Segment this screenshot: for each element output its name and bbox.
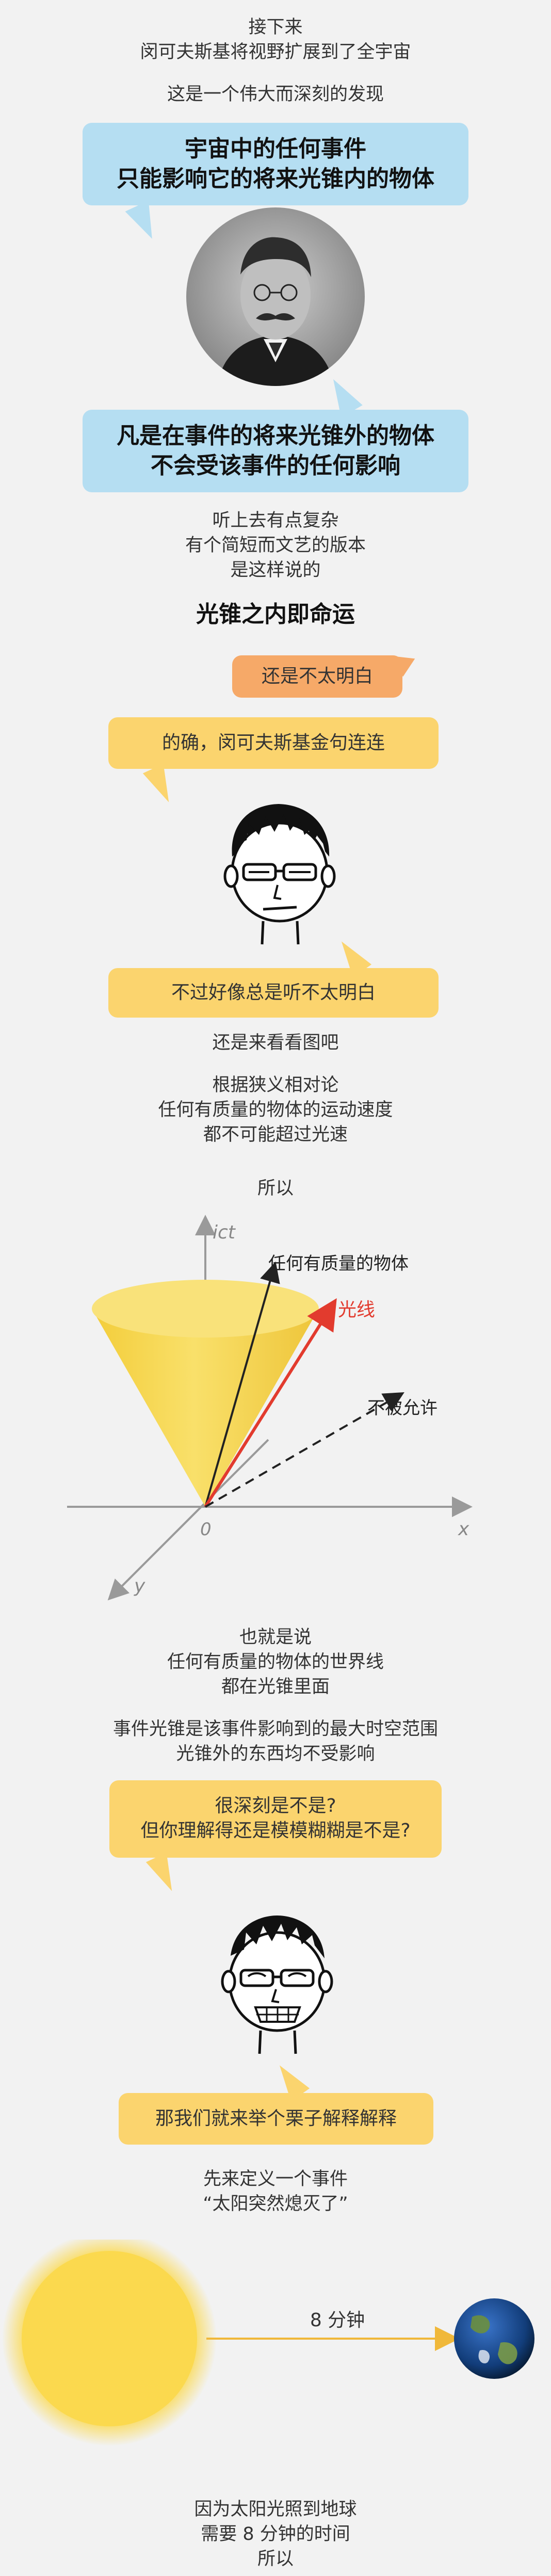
that-is-line-1: 也就是说: [239, 1627, 312, 1648]
deep-bubble: 很深刻是不是? 但你理解得还是模模糊糊是不是?: [109, 1780, 442, 1858]
not-clear-bubble: 还是不太明白: [232, 655, 402, 698]
y-label: y: [134, 1575, 145, 1597]
complex-line-1: 听上去有点复杂: [212, 510, 339, 531]
sun-core: [22, 2251, 197, 2426]
speech-bubble-bottom: 凡是在事件的将来光锥外的物体 不会受该事件的任何影响: [83, 410, 468, 492]
light-cone: [92, 1309, 319, 1507]
sun-earth-illustration: 8 分钟: [2, 2240, 534, 2446]
mass-label: 任何有质量的物体: [268, 1253, 409, 1274]
light-cone-top: [92, 1280, 319, 1338]
speech-bubble-top: 宇宙中的任何事件 只能影响它的将来光锥内的物体: [83, 123, 468, 205]
ending-line-1: 因为太阳光照到地球: [194, 2499, 357, 2520]
therefore-text: 所以: [257, 1178, 294, 1199]
not-clear-text: 还是不太明白: [261, 666, 373, 687]
intro-line-3: 这是一个伟大而深刻的发现: [167, 84, 384, 105]
intro-line-1: 接下来: [248, 17, 303, 38]
ending-line-2: 需要 8 分钟的时间: [201, 2524, 350, 2545]
still-not-clear-bubble: 不过好像总是听不太明白: [108, 968, 439, 1018]
earth: [454, 2298, 534, 2379]
cartoon-face-grinning: [221, 1915, 333, 2054]
that-is-line-3: 都在光锥里面: [221, 1677, 330, 1697]
deep-line-1: 很深刻是不是?: [215, 1795, 336, 1816]
bubble-top-tail: [125, 200, 164, 245]
forbidden-label: 不被允许: [367, 1398, 437, 1419]
relativity-line-2: 任何有质量的物体的运动速度: [158, 1100, 393, 1120]
bubble-bottom-line-1: 凡是在事件的将来光锥外的物体: [117, 423, 434, 449]
still-not-clear-text: 不过好像总是听不太明白: [171, 982, 376, 1003]
origin-label: 0: [200, 1519, 212, 1540]
bubble-bottom-line-2: 不会受该事件的任何影响: [151, 453, 400, 479]
example-bubble: 那我们就来举个栗子解释解释: [119, 2093, 433, 2145]
x-label: x: [458, 1519, 469, 1540]
minkowski-portrait: [186, 207, 365, 386]
ending-line-3: 所以: [257, 2549, 294, 2569]
bubble-top-line-1: 宇宙中的任何事件: [185, 136, 366, 162]
relativity-line-3: 都不可能超过光速: [203, 1124, 348, 1145]
light-ray: [204, 1298, 337, 1508]
intro-line-2: 闵可夫斯基将视野扩展到了全宇宙: [140, 42, 411, 62]
define-line-2: “太阳突然熄灭了”: [203, 2194, 348, 2214]
motto-heading: 光锥之内即命运: [196, 601, 355, 627]
relativity-line-1: 根据狭义相对论: [212, 1075, 339, 1096]
example-text: 那我们就来举个栗子解释解释: [155, 2108, 397, 2129]
portrait-illustration: [217, 237, 334, 386]
light-label: 光线: [338, 1299, 375, 1321]
ict-label: ict: [213, 1222, 236, 1243]
complex-line-3: 是这样说的: [230, 560, 321, 581]
y-axis: [107, 1439, 269, 1601]
cartoon-face-confused: [223, 804, 336, 945]
light-cone-diagram: ict 任何有质量的物体 光线 不被允许 0 x y: [67, 1215, 473, 1601]
indeed-bubble: 的确，闵可夫斯基金句连连: [108, 717, 439, 769]
bubble-top-line-2: 只能影响它的将来光锥内的物体: [117, 166, 434, 192]
indeed-text: 的确，闵可夫斯基金句连连: [161, 732, 385, 753]
look-at-chart-text: 还是来看看图吧: [212, 1033, 339, 1053]
define-line-1: 先来定义一个事件: [203, 2169, 348, 2189]
mass-worldline: [204, 1261, 280, 1507]
deep-line-2: 但你理解得还是模模糊糊是不是?: [140, 1820, 411, 1841]
event-cone-line-1: 事件光锥是该事件影响到的最大时空范围: [112, 1719, 438, 1740]
complex-line-2: 有个简短而文艺的版本: [185, 535, 366, 556]
event-cone-line-2: 光锥外的东西均不受影响: [176, 1744, 375, 1764]
forbidden-worldline: [205, 1392, 404, 1508]
deep-tail: [145, 1853, 183, 1896]
that-is-line-2: 任何有质量的物体的世界线: [167, 1652, 384, 1672]
indeed-tail: [142, 764, 180, 807]
eight-minutes-label: 8 分钟: [310, 2310, 365, 2331]
